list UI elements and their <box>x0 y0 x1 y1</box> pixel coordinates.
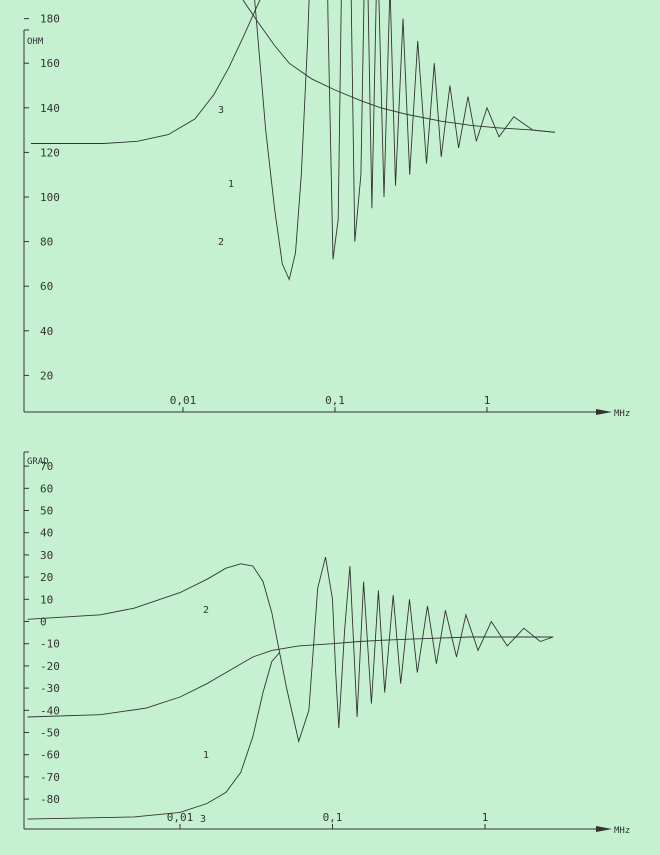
x-tick-label: 1 <box>482 811 489 824</box>
y-tick-label: 50 <box>40 505 53 518</box>
x-tick-label: 1 <box>484 394 491 407</box>
y-tick-label: 30 <box>40 549 53 562</box>
y-tick-label: -60 <box>40 749 60 762</box>
curve-label-3: 3 <box>200 814 206 825</box>
x-tick-label: 0,1 <box>323 811 343 824</box>
curve-label-2: 2 <box>203 605 209 616</box>
series-1-line <box>242 0 556 133</box>
y-tick-label: -20 <box>40 660 60 673</box>
y-tick-label: -50 <box>40 727 60 740</box>
x-axis-unit-label: MHz <box>614 409 630 419</box>
x-tick-label: 0,1 <box>325 394 345 407</box>
y-tick-label: 60 <box>40 482 53 495</box>
series-2-line <box>31 0 261 144</box>
y-tick-label: 180 <box>40 13 60 26</box>
series-3-line <box>27 556 554 820</box>
x-axis-unit-label: MHz <box>614 826 630 836</box>
y-tick-label: 40 <box>40 527 53 540</box>
chart-panel-1 <box>23 0 612 415</box>
curve-label-3: 3 <box>218 105 224 116</box>
y-tick-label: 40 <box>40 325 53 338</box>
y-tick-label: 160 <box>40 57 60 70</box>
y-tick-label: 10 <box>40 593 53 606</box>
y-tick-label: 20 <box>40 571 53 584</box>
x-tick-label: 0,01 <box>167 811 194 824</box>
y-tick-label: -30 <box>40 682 60 695</box>
y-tick-label: -10 <box>40 638 60 651</box>
y-tick-label: -70 <box>40 771 60 784</box>
y-axis-unit-label: GRAD <box>27 457 49 467</box>
y-tick-label: 0 <box>40 616 47 629</box>
y-tick-label: -40 <box>40 704 60 717</box>
y-tick-label: -80 <box>40 793 60 806</box>
series-3-line <box>254 0 556 281</box>
x-axis-arrow <box>596 826 612 832</box>
curve-label-2: 2 <box>218 237 224 248</box>
curve-label-1: 1 <box>203 750 209 761</box>
curve-label-1: 1 <box>228 179 234 190</box>
y-tick-label: 140 <box>40 102 60 115</box>
y-axis-unit-label: OHM <box>27 37 44 47</box>
y-tick-label: 70 <box>40 460 53 473</box>
chart-panel-2 <box>23 451 612 832</box>
y-tick-label: 60 <box>40 280 53 293</box>
y-tick-label: 20 <box>40 369 53 382</box>
x-tick-label: 0,01 <box>170 394 197 407</box>
x-axis-arrow <box>596 409 612 415</box>
series-2-line <box>27 563 281 653</box>
series-1-line <box>27 636 554 718</box>
y-tick-label: 100 <box>40 191 60 204</box>
y-tick-label: 120 <box>40 146 60 159</box>
y-tick-label: 80 <box>40 236 53 249</box>
